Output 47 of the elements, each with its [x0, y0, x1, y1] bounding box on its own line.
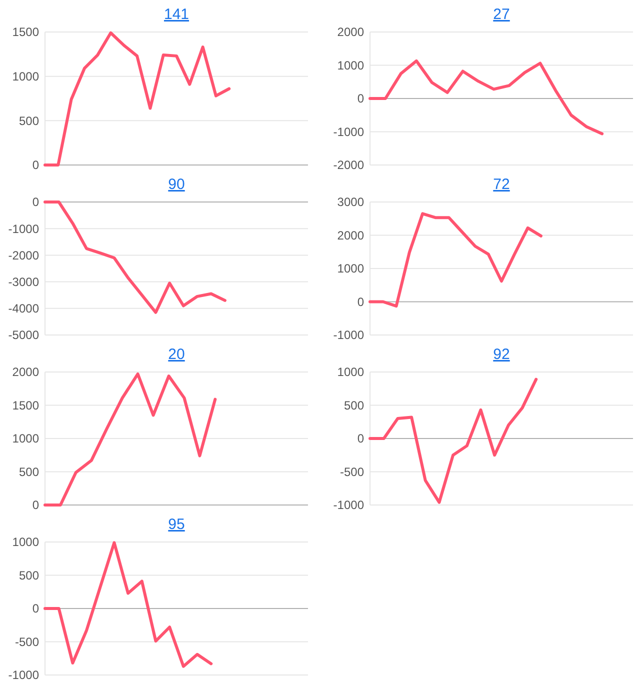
y-tick-label: -2000 [8, 248, 40, 262]
y-tick-label: -3000 [8, 275, 40, 289]
line-series [368, 59, 604, 136]
y-tick-label: 500 [18, 568, 40, 582]
chart-title: 72 [493, 176, 510, 193]
line-series [44, 541, 213, 668]
y-tick-label: -1000 [333, 124, 364, 139]
y-tick-label: 3000 [337, 195, 364, 210]
y-tick-label: 2000 [337, 228, 364, 242]
y-tick-label: 0 [32, 602, 40, 616]
chart-title: 141 [164, 6, 190, 23]
y-tick-label: 1000 [337, 365, 364, 380]
y-tick-label: -500 [340, 464, 364, 479]
y-tick-label: 2000 [12, 365, 40, 380]
y-tick-label: 0 [357, 432, 364, 446]
y-tick-label: -2000 [333, 158, 364, 172]
y-tick-label: 0 [32, 158, 40, 172]
y-tick-label: -4000 [8, 302, 40, 316]
line-series [368, 378, 538, 504]
chart-title: 20 [168, 346, 185, 363]
y-tick-label: 2000 [337, 25, 364, 40]
y-tick-label: 1000 [337, 58, 364, 72]
y-tick-label: 1000 [12, 535, 40, 550]
line-series [44, 200, 226, 314]
chart-title: 90 [168, 176, 185, 193]
y-tick-label: -1000 [333, 328, 364, 342]
y-tick-label: 0 [357, 294, 364, 309]
y-tick-label: 1500 [12, 398, 40, 412]
y-tick-label: -1000 [8, 222, 40, 236]
y-tick-label: 500 [344, 398, 364, 412]
y-tick-label: 500 [18, 114, 40, 128]
y-tick-label: 1000 [12, 432, 40, 446]
chart-title: 27 [493, 6, 510, 23]
y-tick-label: 1000 [12, 70, 40, 84]
y-tick-label: 0 [32, 195, 40, 210]
y-tick-label: -500 [14, 634, 40, 649]
line-series [368, 212, 542, 308]
chart-title: 92 [493, 346, 510, 363]
y-tick-label: 500 [18, 464, 40, 479]
y-tick-label: 1000 [337, 262, 364, 276]
y-tick-label: 0 [357, 92, 364, 106]
y-tick-label: -1000 [333, 498, 364, 512]
y-tick-label: -1000 [8, 668, 40, 682]
y-tick-label: -5000 [8, 328, 40, 342]
chart-title: 95 [168, 516, 185, 533]
y-tick-label: 0 [32, 498, 40, 512]
y-tick-label: 1500 [12, 25, 40, 40]
